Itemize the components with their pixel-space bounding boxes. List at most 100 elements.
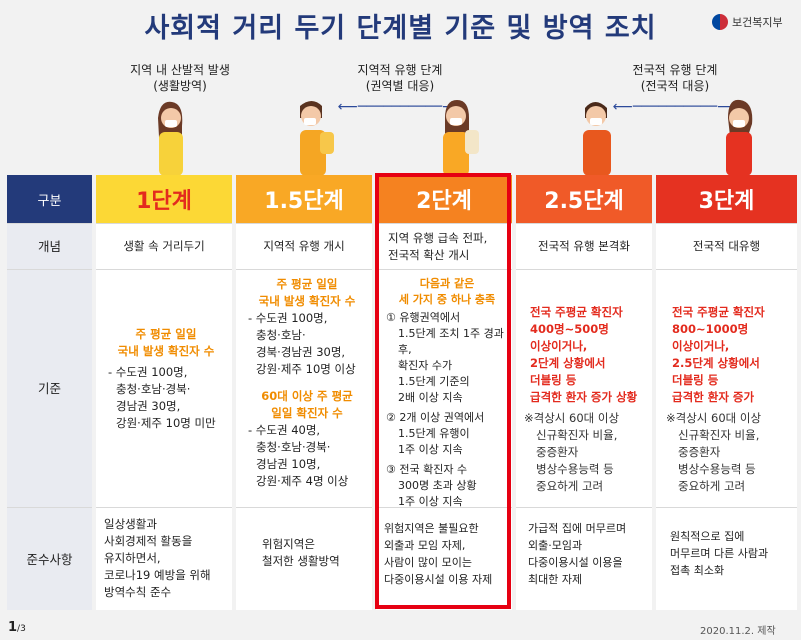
criteria-title: 일일 확진자 수 bbox=[271, 406, 343, 420]
criteria-title: 주 평균 일일 bbox=[135, 327, 197, 341]
criteria-line: 더블링 등 bbox=[530, 373, 577, 387]
criteria-line: 2배 이상 지속 bbox=[398, 391, 463, 404]
stage-1-5-compliance: 위험지역은 철저한 생활방역 bbox=[236, 507, 372, 610]
stage-2-5-criteria: 전국 주평균 확진자 400명~500명 이상이거나, 2단계 상황에서 더블링… bbox=[516, 269, 652, 507]
stage-3-criteria: 전국 주평균 확진자 800~1000명 이상이거나, 2.5단계 상황에서 더… bbox=[656, 269, 797, 507]
criteria-line: 급격한 환자 증가 bbox=[672, 390, 755, 404]
stage-3-column: 3단계 전국적 대유행 전국 주평균 확진자 800~1000명 이상이거나, … bbox=[656, 175, 797, 610]
criteria-line: 300명 초과 상황 bbox=[398, 479, 477, 492]
criteria-line: 충청·호남·경북· bbox=[116, 382, 191, 396]
phase-label-line: (전국적 대응) bbox=[640, 79, 710, 93]
stage-1-5-header: 1.5단계 bbox=[236, 175, 372, 223]
criteria-line: - 수도권 100명, bbox=[108, 365, 188, 379]
criteria-line: ③ 전국 확진자 수 bbox=[386, 463, 468, 476]
note-line: 중증환자 bbox=[536, 445, 579, 459]
note-line: 중요하게 고려 bbox=[678, 479, 746, 493]
stage-1-compliance: 일상생활과 사회경제적 활동을 유지하면서, 코로나19 예방을 위해 방역수칙… bbox=[96, 507, 232, 610]
compliance-line: 다중이용시설 이용 자제 bbox=[384, 573, 493, 586]
stage-1-5-concept: 지역적 유행 개시 bbox=[236, 223, 372, 269]
criteria-line: - 수도권 40명, bbox=[248, 423, 321, 437]
criteria-line: 강원·제주 10명 이상 bbox=[256, 362, 356, 376]
phase-label-national: 전국적 유행 단계 (전국적 대응) bbox=[600, 62, 750, 94]
criteria-title: 국내 발생 확진자 수 bbox=[258, 294, 356, 308]
compliance-line: 코로나19 예방을 위해 bbox=[104, 568, 211, 582]
note-line: 병상수용능력 등 bbox=[536, 462, 614, 476]
phase-label-line: 전국적 유행 단계 bbox=[632, 63, 718, 77]
compliance-row-label: 준수사항 bbox=[7, 507, 92, 610]
concept-row-label: 개념 bbox=[7, 223, 92, 269]
criteria-line: 강원·제주 4명 이상 bbox=[256, 474, 349, 488]
production-date: 2020.11.2. 제작 bbox=[700, 626, 776, 637]
page-total: /3 bbox=[17, 624, 26, 634]
criteria-row-label: 기준 bbox=[7, 269, 92, 507]
compliance-line: 사회경제적 활동을 bbox=[104, 534, 193, 548]
criteria-title: 국내 발생 확진자 수 bbox=[117, 344, 215, 358]
ministry-name: 보건복지부 bbox=[732, 16, 783, 29]
stage-2-highlight-box bbox=[375, 173, 511, 609]
compliance-line: 위험지역은 bbox=[262, 537, 315, 551]
stage-2-column: 2단계 지역 유행 급속 전파, 전국적 확산 개시 다음과 같은 세 가지 중… bbox=[376, 175, 512, 610]
stage-1-criteria: 주 평균 일일 국내 발생 확진자 수 - 수도권 100명, 충청·호남·경북… bbox=[96, 269, 232, 507]
compliance-line: 원칙적으로 집에 bbox=[670, 530, 745, 543]
compliance-line: 위험지역은 불필요한 bbox=[384, 522, 479, 535]
stage-1-header: 1단계 bbox=[96, 175, 232, 223]
compliance-line: 최대한 자제 bbox=[528, 573, 583, 586]
compliance-line: 접촉 최소화 bbox=[670, 564, 725, 577]
stage-table: 구분 개념 기준 준수사항 1단계 생활 속 거리두기 주 평균 일일 국내 발… bbox=[7, 175, 797, 610]
phase-label-regional: 지역적 유행 단계 (권역별 대응) bbox=[325, 62, 475, 94]
person-walking-icon bbox=[300, 101, 334, 176]
criteria-line: 확진자 수가 bbox=[398, 359, 453, 372]
criteria-line: 2.5단계 상황에서 bbox=[672, 356, 760, 370]
criteria-line: 더블링 등 bbox=[672, 373, 719, 387]
person-walking-icon bbox=[443, 100, 479, 176]
stage-2-concept: 지역 유행 급속 전파, 전국적 확산 개시 bbox=[376, 223, 512, 269]
note-line: 신규확진자 비율, bbox=[536, 428, 618, 442]
note-line: 신규확진자 비율, bbox=[678, 428, 760, 442]
criteria-line: 경남권 10명, bbox=[256, 457, 321, 471]
criteria-line: 경북·경남권 30명, bbox=[256, 345, 346, 359]
stage-1-5-column: 1.5단계 지역적 유행 개시 주 평균 일일 국내 발생 확진자 수 - 수도… bbox=[236, 175, 372, 610]
criteria-line: 800~1000명 bbox=[672, 322, 749, 336]
compliance-line: 유지하면서, bbox=[104, 551, 161, 565]
stage-2-5-header: 2.5단계 bbox=[516, 175, 652, 223]
criteria-line: ① 유행권역에서 bbox=[386, 311, 461, 324]
criteria-line: 1.5단계 유행이 bbox=[398, 427, 470, 440]
page-title: 사회적 거리 두기 단계별 기준 및 방역 조치 bbox=[144, 13, 657, 44]
person-walking-icon bbox=[583, 102, 611, 176]
criteria-title: 60대 이상 주 평균 bbox=[261, 389, 353, 403]
criteria-line: 이상이거나, bbox=[672, 339, 730, 353]
note-line: 중요하게 고려 bbox=[536, 479, 604, 493]
phase-label-line: (권역별 대응) bbox=[365, 79, 435, 93]
criteria-line: 이상이거나, bbox=[530, 339, 588, 353]
criteria-line: ② 2개 이상 권역에서 bbox=[386, 411, 485, 424]
criteria-line: 충청·호남· bbox=[256, 328, 306, 342]
note-line: 중증환자 bbox=[678, 445, 721, 459]
note-line: ※격상시 60대 이상 bbox=[666, 411, 762, 425]
double-arrow-icon: ⟵──────────⟶ bbox=[612, 99, 738, 115]
criteria-line: 2단계 상황에서 bbox=[530, 356, 606, 370]
criteria-line: 1주 이상 지속 bbox=[398, 443, 463, 456]
compliance-line: 철저한 생활방역 bbox=[262, 554, 340, 568]
phase-label-line: 지역 내 산발적 발생 bbox=[130, 63, 230, 77]
criteria-line: 급격한 환자 증가 상황 bbox=[530, 390, 638, 404]
criteria-line: 강원·제주 10명 미만 bbox=[116, 416, 216, 430]
compliance-line: 사람이 많이 모이는 bbox=[384, 556, 472, 569]
phase-label-line: (생활방역) bbox=[153, 79, 207, 93]
criteria-list: - 수도권 100명, 충청·호남·경북· 경남권 30명, 강원·제주 10명… bbox=[108, 364, 224, 432]
criteria-line: 400명~500명 bbox=[530, 322, 609, 336]
stage-2-compliance: 위험지역은 불필요한 외출과 모임 자제, 사람이 많이 모이는 다중이용시설 … bbox=[376, 507, 512, 610]
criteria-line: 1.5단계 기준의 bbox=[398, 375, 470, 388]
stage-2-5-column: 2.5단계 전국적 유행 본격화 전국 주평균 확진자 400명~500명 이상… bbox=[516, 175, 652, 610]
stage-3-compliance: 원칙적으로 집에 머무르며 다른 사람과 접촉 최소화 bbox=[656, 507, 797, 610]
person-walking-icon bbox=[158, 101, 183, 176]
stage-1-concept: 생활 속 거리두기 bbox=[96, 223, 232, 269]
compliance-line: 방역수칙 준수 bbox=[104, 585, 172, 599]
double-arrow-icon: ⟵──────────⟶ bbox=[337, 99, 463, 115]
stage-2-5-concept: 전국적 유행 본격화 bbox=[516, 223, 652, 269]
phase-label-line: 지역적 유행 단계 bbox=[357, 63, 443, 77]
note-line: ※격상시 60대 이상 bbox=[524, 411, 620, 425]
page-indicator: 1/3 bbox=[8, 620, 26, 635]
concept-line: 전국적 확산 개시 bbox=[388, 248, 470, 262]
compliance-line: 외출·모임과 bbox=[528, 539, 583, 552]
compliance-line: 머무르며 다른 사람과 bbox=[670, 547, 769, 560]
